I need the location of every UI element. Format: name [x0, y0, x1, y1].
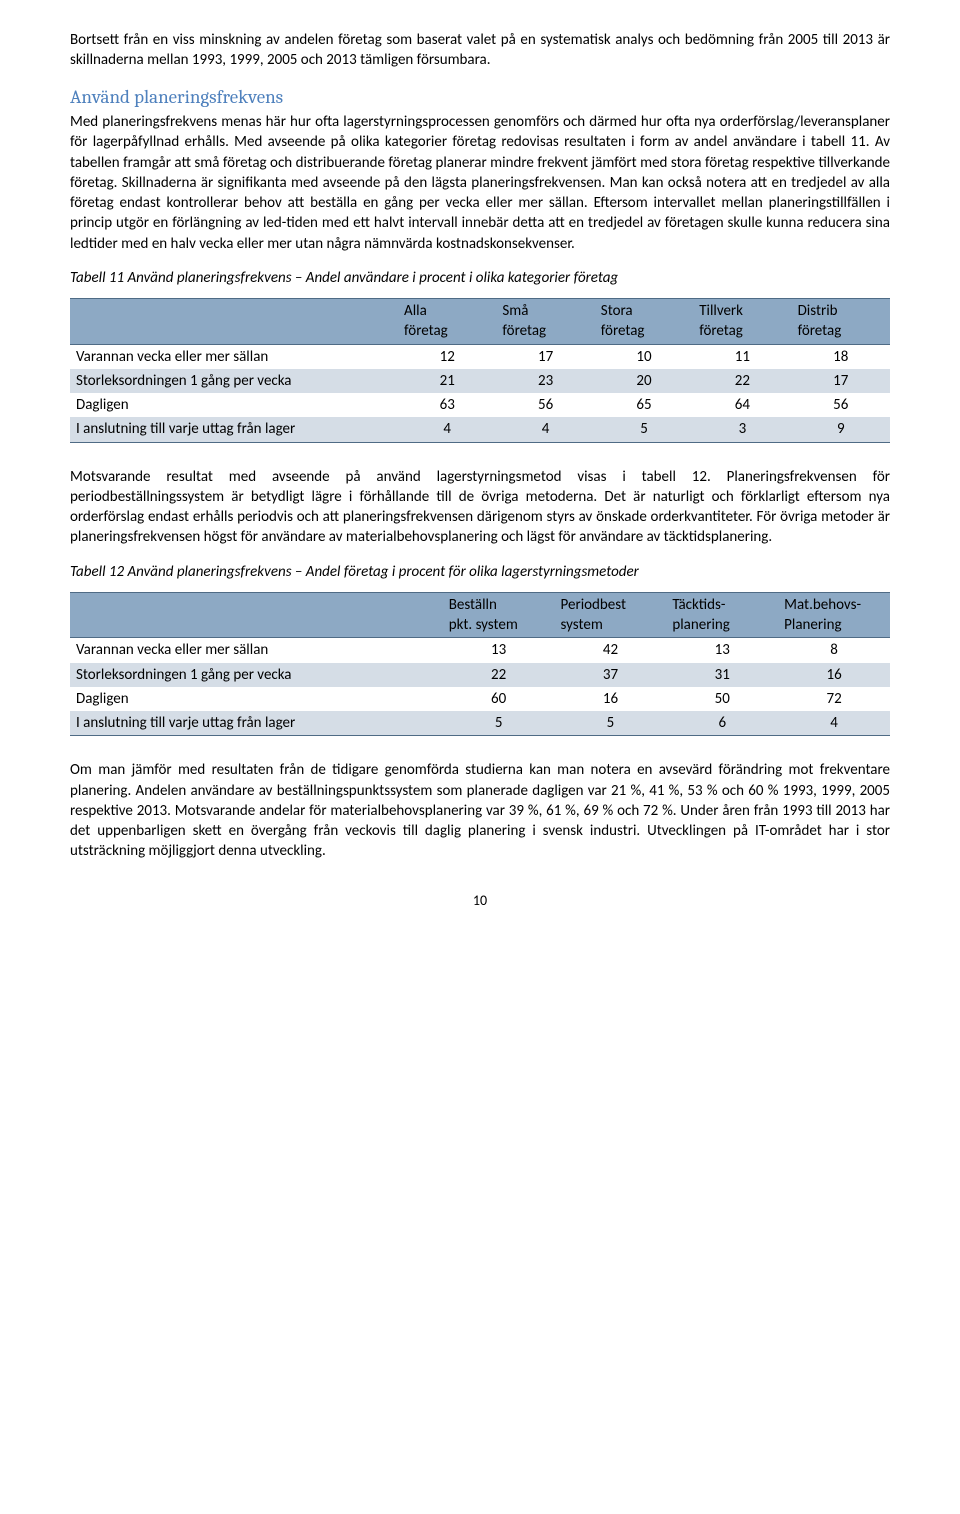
row-label: Dagligen — [70, 687, 443, 711]
cell: 16 — [555, 687, 667, 711]
cell: 12 — [398, 344, 496, 369]
intro-paragraph: Bortsett från en viss minskning av andel… — [70, 30, 890, 71]
cell: 42 — [555, 638, 667, 663]
row-label: Storleksordningen 1 gång per vecka — [70, 663, 443, 687]
cell: 11 — [693, 344, 791, 369]
body-paragraph-3: Om man jämför med resultaten från de tid… — [70, 760, 890, 861]
cell: 31 — [666, 663, 778, 687]
cell: 9 — [792, 417, 890, 442]
cell: 37 — [555, 663, 667, 687]
row-label: I anslutning till varje uttag från lager — [70, 711, 443, 736]
cell: 60 — [443, 687, 555, 711]
table-row: Dagligen 60 16 50 72 — [70, 687, 890, 711]
table-row: I anslutning till varje uttag från lager… — [70, 711, 890, 736]
table12-h4: Mat.behovs- Planering — [778, 592, 890, 638]
cell: 22 — [693, 369, 791, 393]
row-label: Storleksordningen 1 gång per vecka — [70, 369, 398, 393]
table-row: Varannan vecka eller mer sällan 12 17 10… — [70, 344, 890, 369]
cell: 22 — [443, 663, 555, 687]
body-paragraph-1: Med planeringsfrekvens menas här hur oft… — [70, 112, 890, 254]
cell: 18 — [792, 344, 890, 369]
row-label: I anslutning till varje uttag från lager — [70, 417, 398, 442]
table-row: Storleksordningen 1 gång per vecka 21 23… — [70, 369, 890, 393]
cell: 8 — [778, 638, 890, 663]
table12-h3: Täcktids- planering — [666, 592, 778, 638]
cell: 21 — [398, 369, 496, 393]
table-row: Varannan vecka eller mer sällan 13 42 13… — [70, 638, 890, 663]
table12-header: Beställn pkt. system Periodbest system T… — [70, 592, 890, 638]
cell: 17 — [496, 344, 594, 369]
cell: 56 — [496, 393, 594, 417]
section-heading: Använd planeringsfrekvens — [70, 85, 890, 111]
row-label: Dagligen — [70, 393, 398, 417]
cell: 4 — [398, 417, 496, 442]
cell: 4 — [496, 417, 594, 442]
page-number: 10 — [70, 892, 890, 911]
cell: 17 — [792, 369, 890, 393]
table-row: I anslutning till varje uttag från lager… — [70, 417, 890, 442]
table11-caption: Tabell 11 Använd planeringsfrekvens – An… — [70, 268, 890, 288]
cell: 13 — [443, 638, 555, 663]
row-label: Varannan vecka eller mer sällan — [70, 344, 398, 369]
row-label: Varannan vecka eller mer sällan — [70, 638, 443, 663]
cell: 5 — [443, 711, 555, 736]
cell: 72 — [778, 687, 890, 711]
cell: 65 — [595, 393, 693, 417]
cell: 16 — [778, 663, 890, 687]
cell: 20 — [595, 369, 693, 393]
table12-h1: Beställn pkt. system — [443, 592, 555, 638]
table12: Beställn pkt. system Periodbest system T… — [70, 592, 890, 737]
cell: 13 — [666, 638, 778, 663]
cell: 56 — [792, 393, 890, 417]
table12-caption: Tabell 12 Använd planeringsfrekvens – An… — [70, 562, 890, 582]
cell: 4 — [778, 711, 890, 736]
table-row: Storleksordningen 1 gång per vecka 22 37… — [70, 663, 890, 687]
cell: 10 — [595, 344, 693, 369]
table11: Alla företag Små företag Stora företag T… — [70, 298, 890, 443]
cell: 5 — [595, 417, 693, 442]
cell: 3 — [693, 417, 791, 442]
cell: 5 — [555, 711, 667, 736]
table11-h1: Alla företag — [398, 299, 496, 345]
table-row: Dagligen 63 56 65 64 56 — [70, 393, 890, 417]
body-paragraph-2: Motsvarande resultat med avseende på anv… — [70, 467, 890, 548]
table11-header: Alla företag Små företag Stora företag T… — [70, 299, 890, 345]
cell: 23 — [496, 369, 594, 393]
table11-h3: Stora företag — [595, 299, 693, 345]
cell: 63 — [398, 393, 496, 417]
table11-h4: Tillverk företag — [693, 299, 791, 345]
table12-h2: Periodbest system — [555, 592, 667, 638]
cell: 6 — [666, 711, 778, 736]
cell: 50 — [666, 687, 778, 711]
table11-h2: Små företag — [496, 299, 594, 345]
table11-h5: Distrib företag — [792, 299, 890, 345]
table11-h0 — [70, 299, 398, 345]
cell: 64 — [693, 393, 791, 417]
table12-h0 — [70, 592, 443, 638]
